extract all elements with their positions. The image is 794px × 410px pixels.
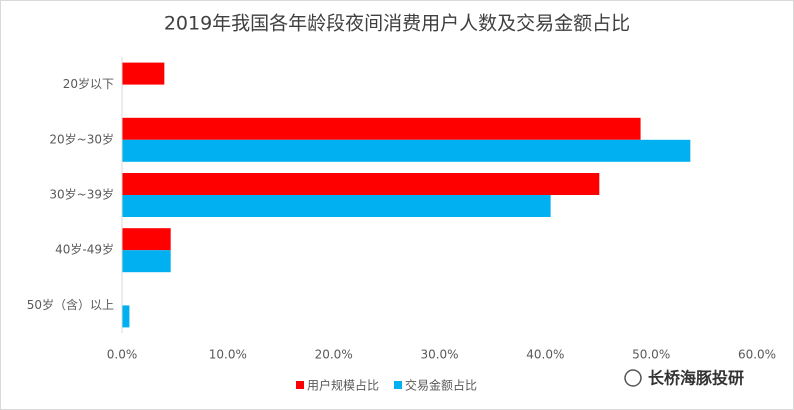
legend-swatch xyxy=(296,381,304,389)
x-tick-label: 40.0% xyxy=(526,348,564,362)
x-tick-label: 30.0% xyxy=(420,348,458,362)
y-tick-label: 30岁~39岁 xyxy=(49,187,114,202)
logo-text: 长桥海豚投研 xyxy=(648,369,744,388)
y-tick-label: 50岁（含）以上 xyxy=(27,297,114,312)
y-tick-label: 20岁~30岁 xyxy=(49,131,114,146)
logo-icon xyxy=(624,369,642,387)
bar xyxy=(122,62,165,85)
legend-swatch xyxy=(394,381,403,389)
bar xyxy=(122,117,641,140)
chart-title: 2019年我国各年龄段夜间消费用户人数及交易金额占比 xyxy=(164,13,630,35)
bar xyxy=(122,228,171,251)
bar xyxy=(122,139,691,162)
bar xyxy=(122,173,600,195)
x-tick-label: 20.0% xyxy=(315,348,353,362)
logo: 长桥海豚投研 xyxy=(624,369,744,388)
bar xyxy=(122,250,171,273)
y-tick-label: 20岁以下 xyxy=(63,76,114,91)
y-tick-label: 40岁-49岁 xyxy=(55,242,114,257)
legend-label: 用户规模占比 xyxy=(307,378,379,393)
bar xyxy=(122,305,130,328)
legend-label: 交易金额占比 xyxy=(405,378,477,393)
x-tick-label: 50.0% xyxy=(632,348,670,362)
bar xyxy=(122,195,551,217)
x-tick-label: 60.0% xyxy=(738,348,776,362)
x-tick-label: 10.0% xyxy=(209,348,247,362)
x-tick-label: 0.0% xyxy=(107,348,138,362)
